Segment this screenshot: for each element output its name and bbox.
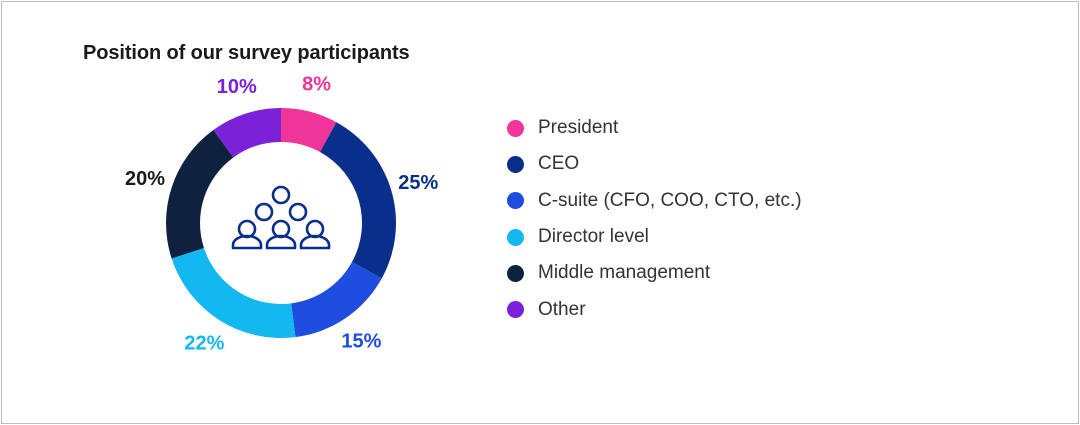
slice-c-suite-cfo-coo-cto-etc <box>291 262 382 338</box>
slice-president <box>281 108 337 153</box>
value-label-president: 8% <box>302 73 331 95</box>
chart-legend: President CEO C-suite (CFO, COO, CTO, etc.… <box>507 110 802 328</box>
legend-swatch <box>507 264 524 282</box>
value-label-c-suite-cfo-coo-cto-etc: 15% <box>341 330 381 352</box>
legend-item-c-suite-cfo-coo-cto-etc: C-suite (CFO, COO, CTO, etc.) <box>507 183 802 219</box>
legend-item-middle-management: Middle management <box>507 255 802 291</box>
value-labels: 8% 25% 15% 22% 20% 10% <box>125 73 439 354</box>
legend-swatch <box>507 228 524 246</box>
legend-label: Other <box>538 298 586 320</box>
value-label-ceo: 25% <box>398 172 438 194</box>
legend-label: Director level <box>538 226 649 248</box>
legend-swatch <box>507 155 524 173</box>
legend-item-president: President <box>507 110 802 146</box>
donut-chart: 8% 25% 15% 22% 20% 10% <box>125 73 439 354</box>
slice-director-level <box>171 248 296 338</box>
people-group-icon <box>231 185 331 250</box>
value-label-director-level: 22% <box>184 333 224 355</box>
legend-swatch <box>507 192 524 210</box>
legend-label: C-suite (CFO, COO, CTO, etc.) <box>538 189 802 211</box>
value-label-other: 10% <box>217 76 257 98</box>
legend-label: President <box>538 117 619 139</box>
legend-swatch <box>507 301 524 319</box>
slice-ceo <box>320 122 396 279</box>
legend-item-ceo: CEO <box>507 146 802 182</box>
legend-item-other: Other <box>507 291 802 327</box>
legend-swatch <box>507 119 524 137</box>
value-label-middle-management: 20% <box>125 168 165 190</box>
legend-label: Middle management <box>538 262 711 284</box>
slice-middle-management <box>166 129 234 259</box>
donut-slices <box>166 108 396 338</box>
legend-item-director-level: Director level <box>507 219 802 255</box>
legend-label: CEO <box>538 153 580 175</box>
chart-title: Position of our survey participants <box>83 42 410 64</box>
slice-other <box>213 108 281 158</box>
